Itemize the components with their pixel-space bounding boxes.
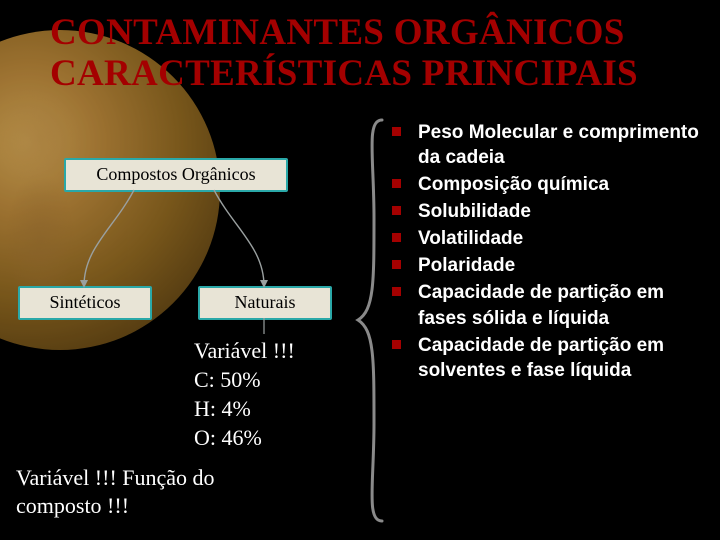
list-item: Solubilidade — [392, 199, 712, 224]
bullet-square-icon — [392, 127, 401, 136]
bullet-text: Composição química — [418, 174, 609, 195]
natural-line-2: C: 50% — [194, 365, 295, 394]
list-item: Capacidade de partição em solventes e fa… — [392, 333, 712, 383]
bullet-square-icon — [392, 233, 401, 242]
bullet-square-icon — [392, 287, 401, 296]
bullet-text: Polaridade — [418, 255, 515, 276]
synthetic-line-1: Variável !!! Função do — [16, 464, 215, 492]
bullet-square-icon — [392, 179, 401, 188]
bullet-text: Peso Molecular e comprimento da cadeia — [418, 122, 699, 168]
title-line-2: CARACTERÍSTICAS PRINCIPAIS — [50, 53, 638, 94]
bullet-square-icon — [392, 206, 401, 215]
title-line-1: CONTAMINANTES ORGÂNICOS — [50, 12, 625, 53]
natural-composition-block: Variável !!! C: 50% H: 4% O: 46% — [194, 336, 295, 452]
bullet-square-icon — [392, 340, 401, 349]
natural-line-1: Variável !!! — [194, 336, 295, 365]
bullet-text: Solubilidade — [418, 201, 531, 222]
synthetic-line-2: composto !!! — [16, 492, 215, 520]
bullet-text: Capacidade de partição em solventes e fa… — [418, 335, 664, 381]
slide-content: CONTAMINANTES ORGÂNICOS CARACTERÍSTICAS … — [0, 0, 720, 540]
curly-brace-icon — [352, 118, 392, 523]
list-item: Composição química — [392, 172, 712, 197]
slide-title: CONTAMINANTES ORGÂNICOS CARACTERÍSTICAS … — [0, 0, 720, 95]
right-column: Peso Molecular e comprimento da cadeia C… — [392, 120, 712, 385]
natural-line-3: H: 4% — [194, 394, 295, 423]
list-item: Capacidade de partição em fases sólida e… — [392, 280, 712, 330]
natural-line-4: O: 46% — [194, 423, 295, 452]
list-item: Peso Molecular e comprimento da cadeia — [392, 120, 712, 170]
list-item: Volatilidade — [392, 226, 712, 251]
bullet-text: Capacidade de partição em fases sólida e… — [418, 282, 664, 328]
diagram-connectors — [14, 128, 354, 338]
synthetic-note-block: Variável !!! Função do composto !!! — [16, 464, 215, 520]
list-item: Polaridade — [392, 253, 712, 278]
bullet-text: Volatilidade — [418, 228, 523, 249]
bullet-square-icon — [392, 260, 401, 269]
characteristics-list: Peso Molecular e comprimento da cadeia C… — [392, 120, 712, 383]
